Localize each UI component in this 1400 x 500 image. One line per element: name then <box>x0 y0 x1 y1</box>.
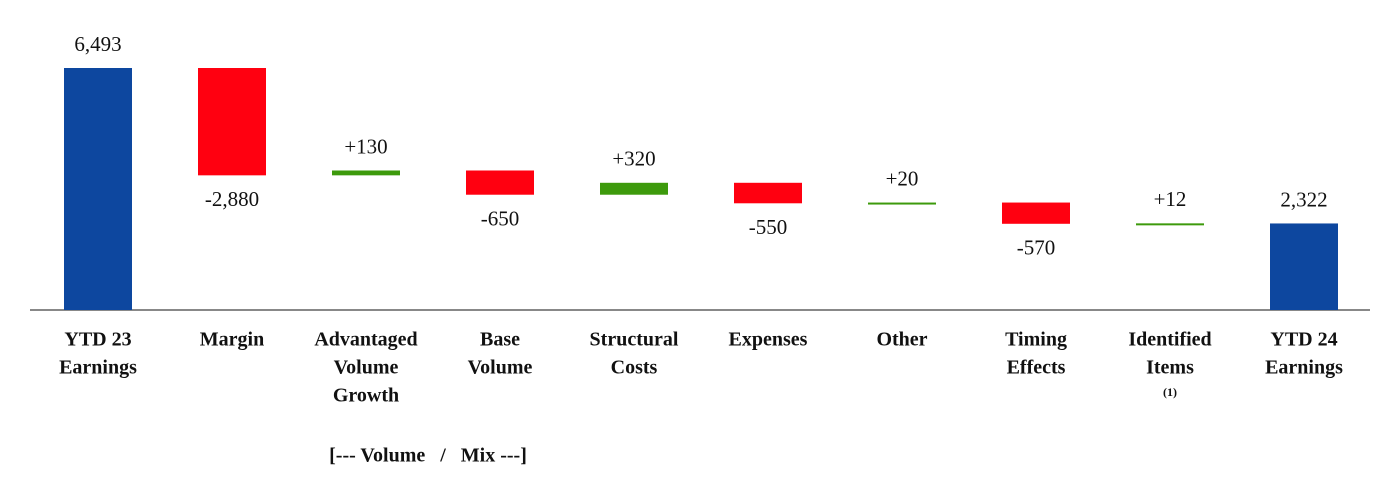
bar <box>198 68 266 176</box>
value-label: +130 <box>344 134 387 158</box>
annotation: [--- Volume / Mix ---] <box>329 445 527 467</box>
value-label: -550 <box>749 215 788 239</box>
footnote-marker: (1) <box>1163 385 1177 399</box>
bar <box>332 170 400 176</box>
bar <box>1136 223 1204 226</box>
x-tick-label: YTD 24 <box>1270 329 1337 351</box>
bar <box>466 170 534 195</box>
x-tick-label: Expenses <box>729 329 808 351</box>
x-tick-label: Costs <box>611 357 658 379</box>
value-label: 6,493 <box>74 32 121 56</box>
bar <box>1270 223 1338 310</box>
x-tick-label: Structural <box>590 329 679 351</box>
x-tick-label: Volume <box>468 357 533 379</box>
value-label: -570 <box>1017 236 1056 260</box>
x-tick-label: Margin <box>200 329 264 351</box>
value-label: -2,880 <box>205 187 259 211</box>
bar <box>868 202 936 205</box>
x-tick-label: YTD 23 <box>64 329 131 351</box>
value-label: 2,322 <box>1280 187 1327 211</box>
x-tick-label: Advantaged <box>314 329 417 351</box>
x-tick-label: Earnings <box>59 357 137 379</box>
bar <box>600 182 668 195</box>
bar <box>734 182 802 204</box>
bar <box>64 68 132 310</box>
value-label: +20 <box>886 166 919 190</box>
x-tick-label: Timing <box>1005 329 1067 351</box>
value-label: +12 <box>1154 187 1187 211</box>
x-tick-label: Volume <box>334 357 399 379</box>
x-tick-label: Growth <box>333 385 399 407</box>
value-label: -650 <box>481 207 520 231</box>
x-tick-label: Earnings <box>1265 357 1343 379</box>
x-tick-label: Base <box>480 329 520 351</box>
x-tick-label: Identified <box>1128 329 1211 351</box>
x-tick-label: Items <box>1146 357 1194 379</box>
x-tick-label: Effects <box>1007 357 1066 379</box>
bar <box>1002 202 1070 224</box>
x-tick-label: Other <box>876 329 927 351</box>
value-label: +320 <box>612 147 655 171</box>
